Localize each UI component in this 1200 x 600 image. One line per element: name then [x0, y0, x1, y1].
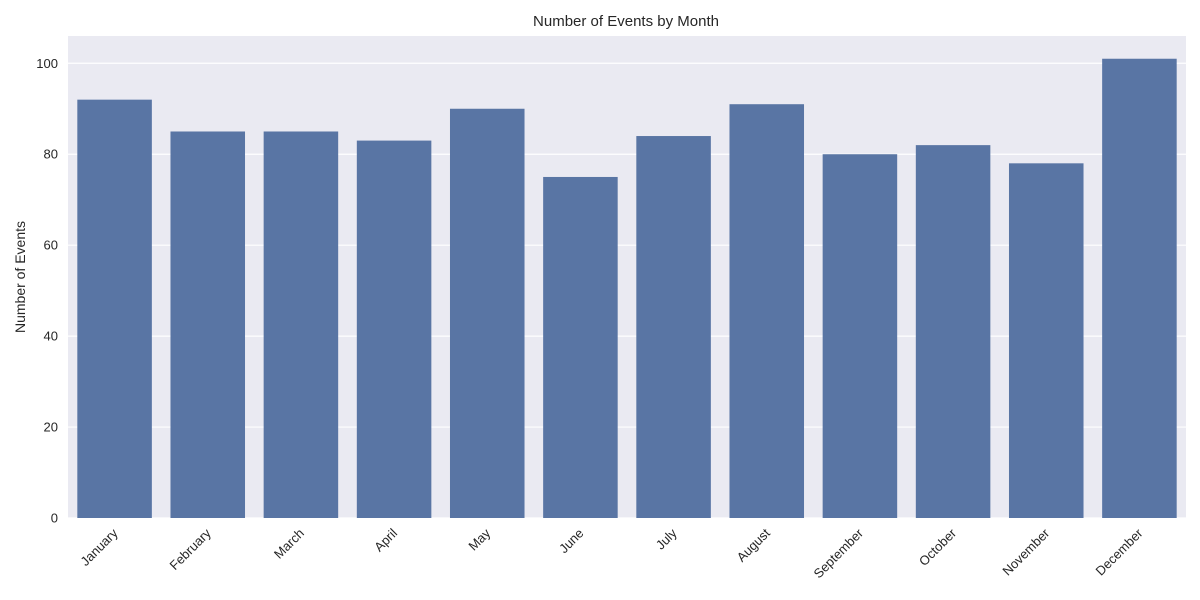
x-axis-ticks: January February March April May June July Augu… — [77, 525, 1146, 581]
bars — [77, 58, 1177, 519]
bar-november — [1008, 163, 1084, 519]
bar-july — [636, 136, 711, 519]
y-tick-label: 20 — [44, 420, 58, 435]
y-axis-ticks: 0 20 40 60 80 100 — [36, 56, 58, 526]
x-tick-label-february: February — [166, 525, 214, 573]
x-tick-label-june: June — [556, 526, 587, 557]
x-tick-label-september: September — [810, 525, 866, 581]
bar-april — [356, 140, 432, 518]
bar-june — [543, 176, 618, 518]
chart-title: Number of Events by Month — [533, 13, 719, 30]
plot-area — [68, 36, 1186, 518]
y-tick-label: 0 — [51, 511, 58, 526]
bar-august — [729, 104, 805, 518]
bar-march — [263, 131, 339, 518]
gridlines — [68, 62, 1186, 519]
bar-may — [449, 108, 525, 519]
bar-january — [77, 99, 152, 519]
x-tick-label-december: December — [1093, 525, 1146, 578]
x-tick-label-november: November — [999, 525, 1052, 578]
y-tick-label: 100 — [36, 56, 58, 71]
x-tick-label-january: January — [77, 525, 121, 569]
bar-october — [915, 145, 991, 518]
x-tick-label-may: May — [465, 525, 493, 553]
x-tick-label-march: March — [271, 526, 307, 562]
y-tick-label: 40 — [44, 329, 58, 344]
bar-december — [1102, 58, 1177, 519]
x-tick-label-october: October — [916, 525, 960, 569]
x-tick-label-july: July — [653, 525, 680, 552]
y-axis-label: Number of Events — [12, 221, 28, 333]
bar-september — [822, 154, 898, 518]
y-tick-label: 80 — [44, 147, 58, 162]
x-tick-label-august: August — [734, 525, 773, 564]
y-tick-label: 60 — [44, 238, 58, 253]
bar-february — [170, 131, 246, 518]
x-tick-label-april: April — [371, 525, 400, 554]
